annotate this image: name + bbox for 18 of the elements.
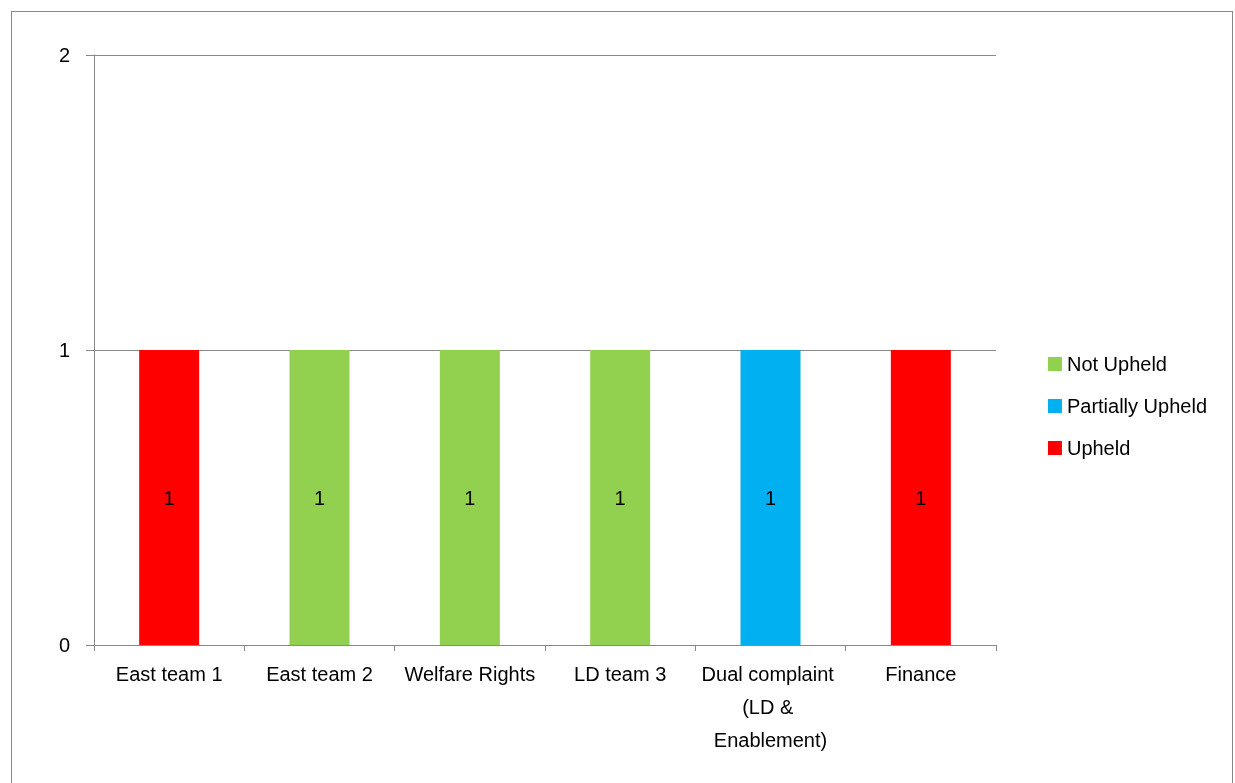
- y-tick-label: 2: [58, 44, 70, 66]
- x-tick-label: Finance: [885, 662, 957, 685]
- data-label: 1: [764, 486, 777, 509]
- x-tick-label: East team 1: [115, 662, 223, 685]
- data-label: 1: [163, 486, 175, 509]
- y-tick-label: 0: [58, 634, 70, 656]
- x-tick-label: LD team 3: [574, 662, 667, 685]
- x-tick-label: Dual complaint (LD & Enablement): [701, 662, 840, 751]
- legend-label: Upheld: [1066, 437, 1131, 459]
- data-label: 1: [313, 486, 326, 509]
- legend-label: Not Upheld: [1066, 353, 1167, 375]
- x-tick-label: Welfare Rights: [404, 662, 536, 685]
- y-tick-label: 1: [58, 339, 70, 361]
- data-label: 1: [915, 486, 927, 509]
- legend-label: Partially Upheld: [1066, 395, 1208, 417]
- x-tick-label: East team 2: [266, 662, 373, 685]
- data-label: 1: [464, 486, 476, 509]
- data-label: 1: [614, 486, 626, 509]
